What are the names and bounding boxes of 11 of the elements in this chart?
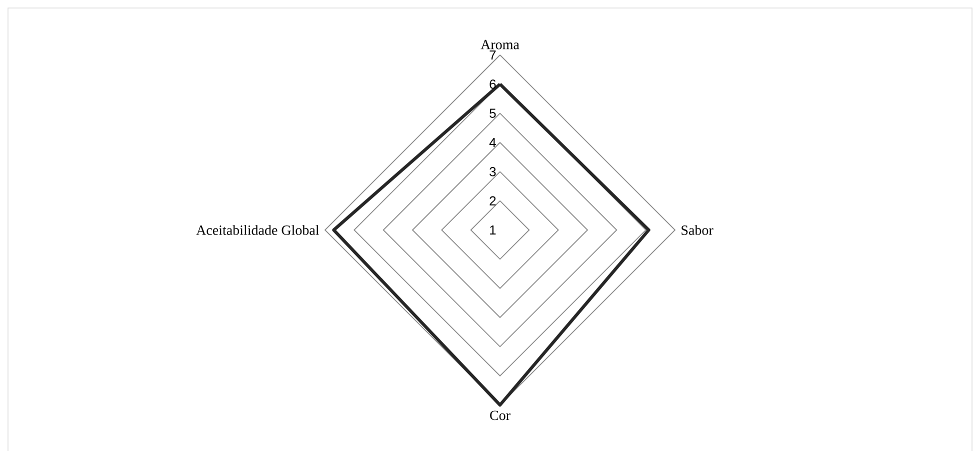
spoke-label: Aceitabilidade Global bbox=[196, 225, 320, 235]
y-tick-label: 7 bbox=[490, 50, 496, 60]
y-tick-label: 2 bbox=[490, 196, 496, 206]
y-tick-label: 1 bbox=[490, 226, 496, 234]
y-tick-label: 6 bbox=[490, 80, 496, 89]
y-tick-label: 4 bbox=[489, 138, 496, 147]
spoke-label: Aroma bbox=[480, 40, 520, 50]
y-tick-label: 3 bbox=[490, 167, 496, 176]
spoke-label: Sabor bbox=[682, 225, 714, 235]
y-tick-label: 5 bbox=[490, 108, 496, 118]
spoke-label: Cor bbox=[490, 410, 510, 420]
